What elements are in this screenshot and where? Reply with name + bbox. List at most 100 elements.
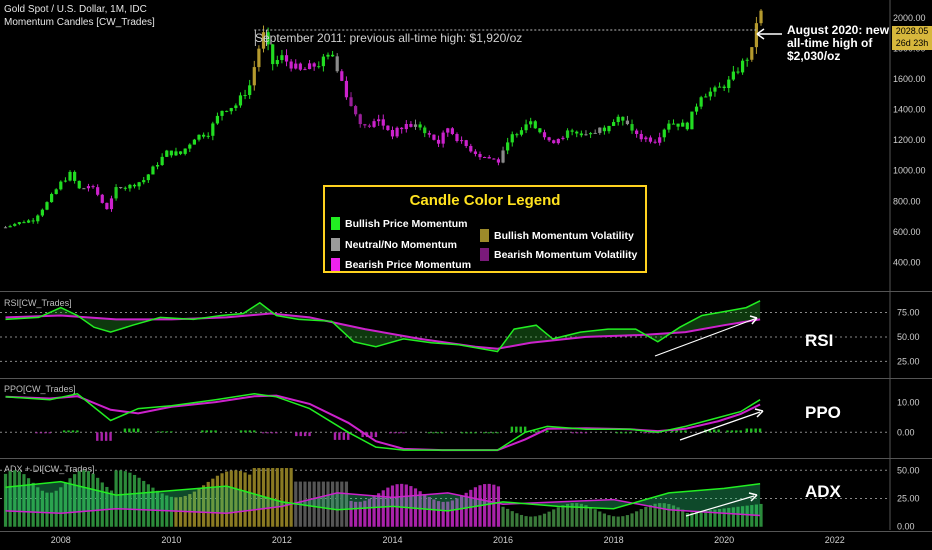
adx-bar <box>114 470 118 527</box>
candle-body <box>123 187 127 189</box>
adx-bar <box>400 483 404 527</box>
candle-body <box>82 188 86 190</box>
adx-bar <box>542 513 547 527</box>
adx-bar <box>427 497 431 527</box>
ppo-histogram-bar <box>109 432 112 441</box>
adx-bar <box>621 516 625 527</box>
adx-bar <box>243 472 247 527</box>
ppo-histogram-bar <box>402 432 405 434</box>
candle-body <box>340 71 344 81</box>
rsi-trend-arrow <box>654 317 758 357</box>
ppo-histogram-bar <box>510 426 514 433</box>
candle-body <box>400 127 404 130</box>
adx-bar <box>354 501 358 527</box>
ppo-histogram-bar <box>374 432 378 438</box>
adx-tick-label: 0.00 <box>897 522 915 532</box>
candle-body <box>354 106 358 115</box>
adx-bar <box>506 508 510 527</box>
adx-bar <box>45 492 49 527</box>
adx-bar <box>676 507 680 527</box>
adx-bar <box>630 513 634 527</box>
ppo-histogram-bar <box>275 432 278 434</box>
candle-body <box>137 182 141 187</box>
rsi-tick-label: 25.00 <box>897 356 920 366</box>
annotation-layer: September 2011: previous all-time high: … <box>254 23 890 63</box>
candle-body <box>326 54 330 57</box>
candle-body <box>759 10 763 24</box>
adx-bar <box>750 505 754 527</box>
candle-body <box>473 151 478 154</box>
adx-title: ADX + DI[CW_Trades] <box>4 464 94 474</box>
candle-body <box>54 189 58 195</box>
adx-bar <box>556 507 560 527</box>
adx-bar <box>694 511 699 527</box>
adx-bar <box>547 511 551 527</box>
ppo-histogram-bar <box>48 432 51 434</box>
adx-bar <box>519 514 524 527</box>
legend-title: Candle Color Legend <box>409 192 561 209</box>
candle-body <box>588 132 593 135</box>
adx-bar <box>257 468 261 527</box>
ppo-histogram-bar <box>713 429 716 433</box>
ppo-histogram-bar <box>735 430 738 433</box>
candle-body <box>197 134 201 140</box>
ppo-histogram-bar <box>393 432 396 434</box>
ppo-histogram-bar <box>580 432 583 434</box>
ppo-histogram-bar <box>496 432 499 434</box>
adx-bar <box>211 478 215 527</box>
ppo-histogram-bar <box>397 432 401 434</box>
candle-body <box>667 123 671 130</box>
candle-body <box>469 146 473 152</box>
adx-bar <box>3 473 8 527</box>
ppo-histogram-bar <box>745 428 749 433</box>
candle-body <box>312 63 316 67</box>
countdown-tag: 26d 23h <box>892 38 932 50</box>
candle-body <box>183 148 187 154</box>
adx-bar <box>31 482 35 527</box>
adx-bar <box>312 481 316 527</box>
ppo-histogram-bar <box>209 430 213 433</box>
adx-bar <box>220 473 224 527</box>
adx-bar <box>68 478 72 527</box>
candle-body <box>119 187 123 189</box>
adx-bar <box>395 484 399 527</box>
candle-body <box>192 139 196 145</box>
price-tick-label: 1200.00 <box>893 135 926 145</box>
candles-layer <box>3 9 763 229</box>
new-high-arrowhead <box>756 28 765 40</box>
ppo-histogram-bar <box>128 428 131 433</box>
ppo-tick-label: 10.00 <box>897 398 920 408</box>
candle-body <box>330 54 335 57</box>
adx-bar <box>441 501 445 527</box>
candle-body <box>96 187 100 195</box>
ppo-histogram-bar <box>537 430 540 433</box>
ppo-histogram-bar <box>338 432 341 440</box>
candle-body <box>423 127 427 134</box>
adx-bar <box>644 506 648 527</box>
candle-body <box>280 55 284 61</box>
legend-item-neutral: Neutral/No Momentum <box>331 238 457 251</box>
ppo-histogram-bar <box>441 432 444 434</box>
candle-body <box>109 198 114 210</box>
new-high-annotation: $2,030/oz <box>787 49 840 63</box>
ppo-histogram-bar <box>342 432 346 440</box>
time-tick-label: 2010 <box>161 535 181 545</box>
adx-bar <box>155 490 160 527</box>
time-tick-label: 2018 <box>604 535 624 545</box>
rsi-panel: RSI[CW_Trades] RSI <box>0 298 890 362</box>
candle-body <box>648 137 653 142</box>
candle-body <box>681 122 685 127</box>
ppo-histogram-bar <box>295 432 298 437</box>
ppo-histogram-bar <box>244 430 247 433</box>
adx-bar <box>330 481 335 527</box>
adx-bar <box>713 509 717 527</box>
adx-bar <box>662 503 666 527</box>
adx-bar <box>612 516 616 527</box>
candle-body <box>612 122 616 126</box>
candle-body <box>252 67 256 86</box>
candle-body <box>63 180 68 182</box>
adx-bar <box>169 496 173 527</box>
ppo-histogram-bar <box>253 430 256 433</box>
adx-bar <box>524 516 528 527</box>
time-tick-label: 2014 <box>382 535 402 545</box>
